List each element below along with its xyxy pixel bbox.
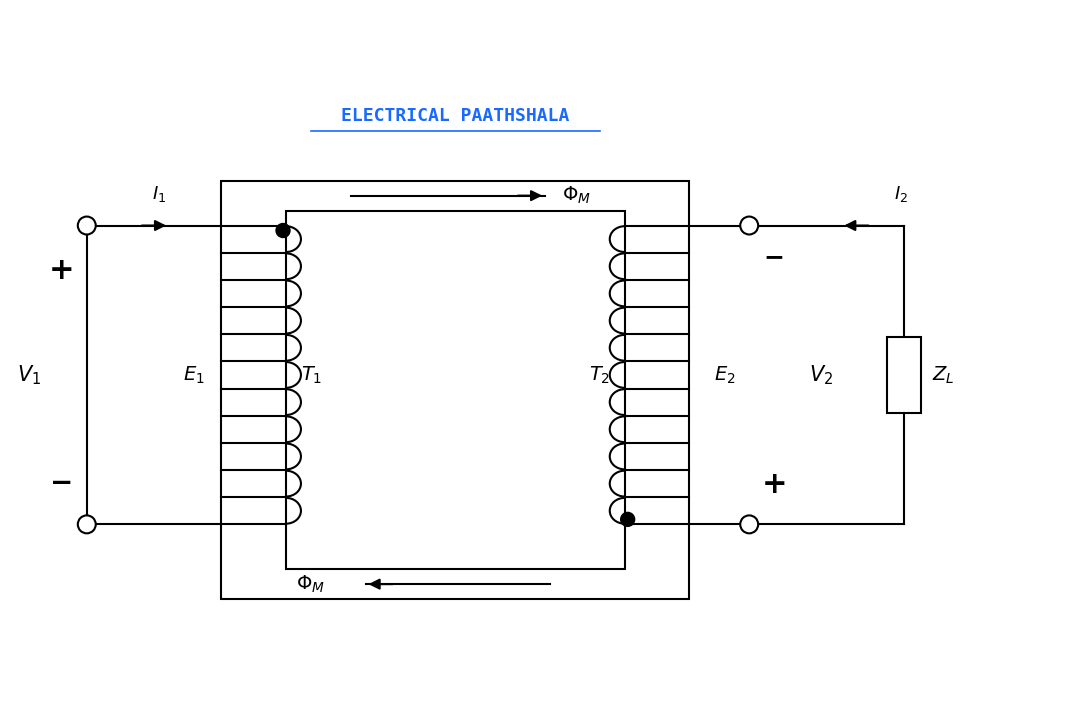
- Circle shape: [740, 217, 759, 235]
- Bar: [286, 210, 625, 570]
- Text: −: −: [50, 469, 73, 497]
- Circle shape: [620, 513, 634, 526]
- Circle shape: [77, 217, 96, 235]
- Text: +: +: [761, 470, 787, 499]
- Circle shape: [77, 516, 96, 534]
- Text: $\Phi_M$: $\Phi_M$: [562, 185, 591, 207]
- Circle shape: [276, 223, 290, 238]
- Text: +: +: [49, 256, 75, 285]
- Text: $\Phi_M$: $\Phi_M$: [296, 574, 325, 595]
- Bar: [221, 181, 690, 599]
- Text: $Z_L$: $Z_L$: [932, 364, 954, 386]
- Bar: [886, 337, 921, 413]
- Text: $E_1$: $E_1$: [182, 364, 204, 386]
- Text: $I_2$: $I_2$: [894, 184, 908, 204]
- Text: $T_2$: $T_2$: [589, 364, 609, 386]
- Text: −: −: [764, 246, 785, 269]
- Text: $V_1$: $V_1$: [17, 363, 41, 387]
- Circle shape: [740, 516, 759, 534]
- Text: $T_1$: $T_1$: [301, 364, 323, 386]
- Text: ELECTRICAL PAATHSHALA: ELECTRICAL PAATHSHALA: [341, 107, 570, 125]
- Text: $I_1$: $I_1$: [152, 184, 166, 204]
- Text: $V_2$: $V_2$: [810, 363, 834, 387]
- Text: $E_2$: $E_2$: [714, 364, 736, 386]
